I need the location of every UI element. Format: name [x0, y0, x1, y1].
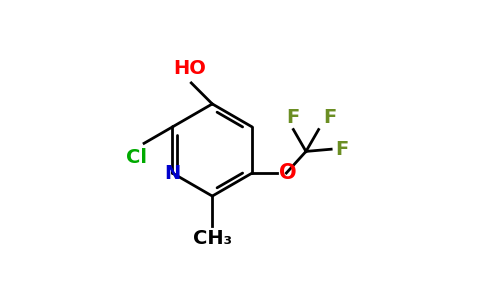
Text: Cl: Cl [126, 148, 147, 167]
Text: CH₃: CH₃ [193, 230, 232, 248]
Text: F: F [287, 108, 300, 127]
Text: HO: HO [173, 59, 206, 79]
Text: N: N [164, 164, 181, 182]
Text: F: F [323, 108, 336, 127]
Text: F: F [335, 140, 349, 159]
Text: O: O [279, 163, 297, 183]
